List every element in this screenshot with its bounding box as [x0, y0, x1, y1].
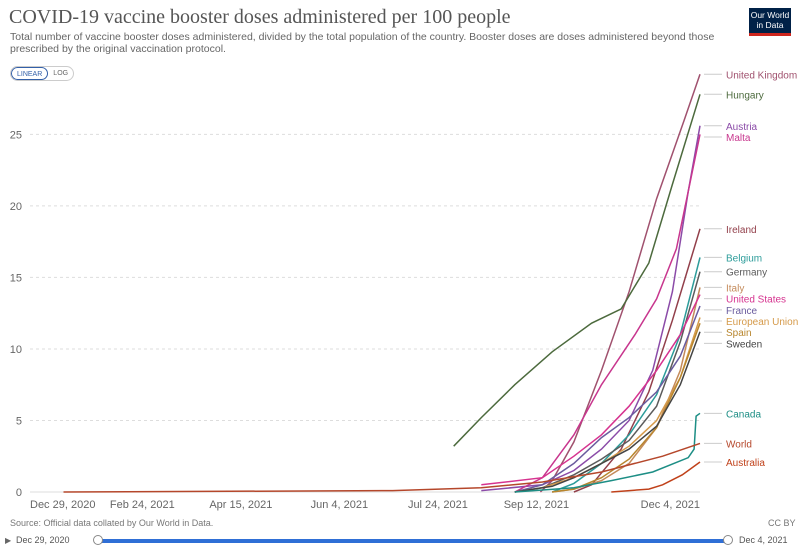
y-tick-label: 0	[16, 487, 22, 499]
license-label[interactable]: CC BY	[768, 518, 796, 528]
scale-toggle: LINEAR LOG	[10, 66, 75, 81]
play-icon[interactable]: ▶	[5, 536, 12, 545]
series-label: France	[726, 306, 758, 317]
series-label: United States	[726, 295, 786, 306]
line-chart: 0 5 10 15 20 25 Dec 29, 2020 Feb 24, 2021 Apr 15…	[10, 70, 799, 511]
timeline: ▶ Dec 29, 2020 Dec 4, 2021	[0, 532, 800, 550]
y-tick-label: 15	[10, 272, 22, 284]
log-scale-button[interactable]: LOG	[53, 70, 69, 77]
series-line	[453, 94, 701, 447]
x-tick-label: Dec 4, 2021	[641, 499, 700, 511]
series-line	[514, 331, 701, 493]
y-tick-label: 25	[10, 129, 22, 141]
y-tick-label: 5	[16, 415, 22, 427]
series-line	[552, 322, 701, 493]
logo-line-1: Our World	[750, 10, 790, 20]
series-line	[611, 461, 701, 493]
x-tick-label: Sep 12, 2021	[504, 499, 569, 511]
series-line	[481, 125, 701, 492]
y-tick-label: 10	[10, 344, 22, 356]
series-label: World	[726, 439, 752, 450]
series-label: Malta	[726, 133, 751, 144]
linear-scale-button[interactable]: LINEAR	[11, 67, 49, 80]
series-label: Canada	[726, 409, 761, 420]
timeline-start-label: Dec 29, 2020	[16, 535, 70, 545]
series-label: Germany	[726, 268, 767, 279]
x-tick-label: Dec 29, 2020	[30, 499, 95, 511]
x-tick-label: Feb 24, 2021	[110, 499, 175, 511]
timeline-start-handle[interactable]	[93, 535, 103, 545]
series-label: European Union	[726, 317, 798, 328]
series-line	[573, 228, 701, 493]
timeline-track[interactable]	[98, 539, 728, 543]
series-label: Austria	[726, 122, 758, 133]
series-label: Australia	[726, 458, 765, 469]
x-tick-label: Jul 24, 2021	[408, 499, 468, 511]
series-label: Ireland	[726, 225, 757, 236]
y-tick-label: 20	[10, 201, 22, 213]
series-label: Belgium	[726, 253, 762, 264]
x-tick-label: Apr 15, 2021	[209, 499, 272, 511]
x-tick-label: Jun 4, 2021	[311, 499, 369, 511]
series-label: Italy	[726, 283, 744, 294]
series-label: Sweden	[726, 339, 762, 350]
series-line	[539, 74, 701, 493]
logo-line-2: in Data	[756, 19, 784, 30]
chart-title: COVID-19 vaccine booster doses administe…	[9, 6, 511, 28]
owid-logo[interactable]: Our World in Data	[749, 8, 791, 36]
series-label: United Kingdom	[726, 70, 797, 81]
series-line	[481, 294, 701, 486]
timeline-end-handle[interactable]	[723, 535, 733, 545]
timeline-end-label: Dec 4, 2021	[739, 535, 788, 545]
series-line	[514, 412, 701, 493]
series-label: Hungary	[726, 90, 764, 101]
chart-subtitle: Total number of vaccine booster doses ad…	[10, 31, 715, 55]
series-label: Spain	[726, 328, 752, 339]
source-note[interactable]: Source: Official data collated by Our Wo…	[10, 518, 214, 528]
series-line	[514, 134, 701, 493]
series-line	[63, 442, 701, 493]
